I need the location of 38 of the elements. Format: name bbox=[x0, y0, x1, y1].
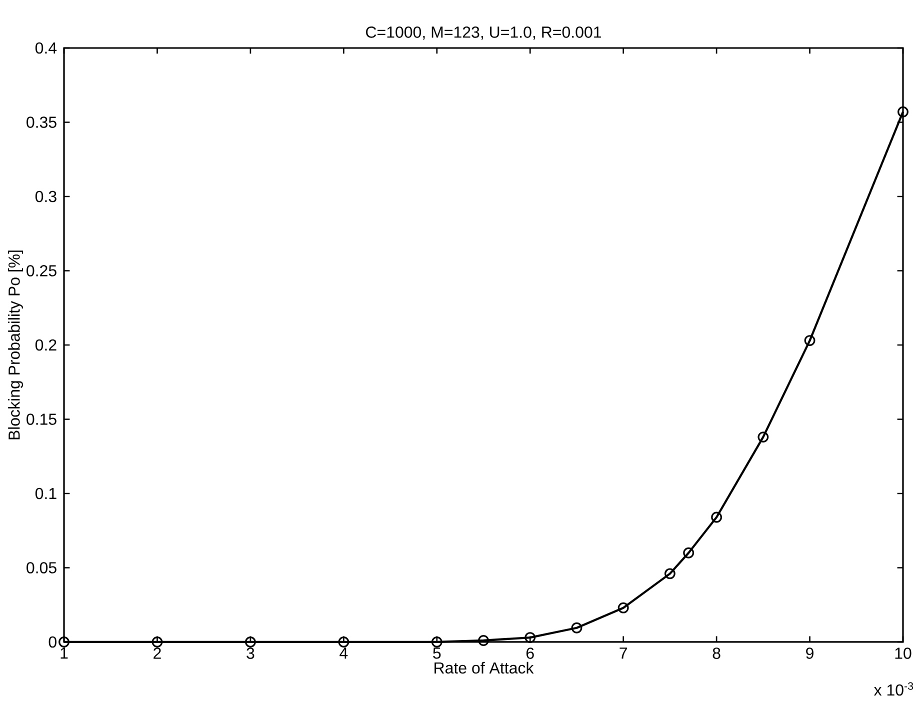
x-tick-label: 4 bbox=[340, 648, 348, 659]
point bbox=[244, 636, 256, 648]
point bbox=[431, 636, 442, 648]
point bbox=[711, 512, 722, 523]
point bbox=[683, 547, 694, 558]
chart-title: C=1000, M=123, U=1.0, R=0.001 bbox=[366, 26, 601, 40]
point bbox=[478, 635, 489, 646]
point bbox=[58, 636, 70, 648]
y-tick-label: 0.4 bbox=[35, 42, 57, 54]
y-tick-label: 0.3 bbox=[35, 190, 56, 202]
x-tick-label: 9 bbox=[806, 648, 814, 659]
point bbox=[152, 636, 163, 648]
x-tick-label: 5 bbox=[433, 648, 441, 659]
y-tick-label: 0.2 bbox=[35, 339, 56, 351]
x-tick-label: 7 bbox=[620, 648, 627, 659]
point bbox=[618, 602, 629, 614]
y-axis-title: Blocking Probability Po [%] bbox=[8, 250, 24, 440]
x-tick-label: 8 bbox=[712, 648, 720, 659]
point bbox=[804, 335, 816, 346]
x-axis-title: Rate of Attack bbox=[434, 662, 534, 674]
text: x 10$^{-3}$ bbox=[874, 682, 914, 696]
y-tick-label: 0.15 bbox=[26, 414, 56, 425]
y-tick-label: 0.05 bbox=[26, 562, 56, 574]
x-tick-label: 10 bbox=[895, 648, 912, 659]
point bbox=[664, 568, 676, 580]
y-tick-label: 0.1 bbox=[35, 488, 56, 500]
x-tick-label: 1 bbox=[60, 648, 68, 659]
point bbox=[898, 106, 908, 118]
x-tick-label: 3 bbox=[246, 648, 254, 659]
x-tick-label: 6 bbox=[526, 648, 534, 659]
point bbox=[338, 636, 350, 648]
y-tick-label: 0.35 bbox=[26, 116, 56, 128]
y-tick-label: 0.25 bbox=[26, 265, 56, 276]
point bbox=[571, 622, 582, 634]
point bbox=[524, 632, 536, 643]
x-tick-label: 2 bbox=[154, 648, 161, 659]
point bbox=[758, 432, 769, 443]
y-tick-label: 0 bbox=[48, 636, 56, 648]
